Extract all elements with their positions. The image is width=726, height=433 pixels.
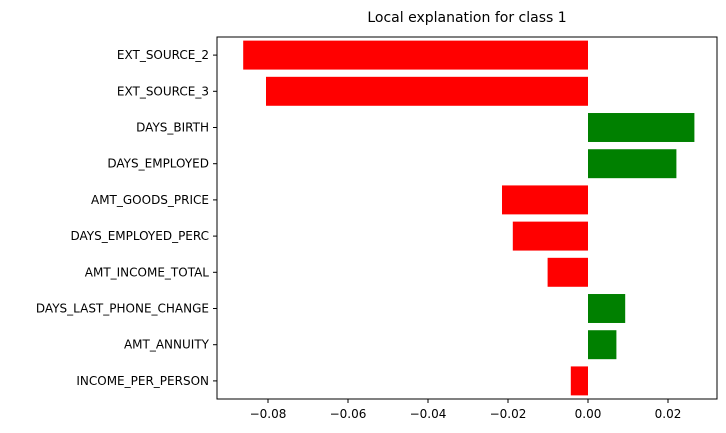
x-tick-label: −0.04	[410, 407, 447, 421]
x-tick-label: −0.08	[250, 407, 287, 421]
y-tick-label: EXT_SOURCE_3	[117, 84, 209, 98]
x-tick-label: −0.02	[490, 407, 527, 421]
bar-income-per-person	[570, 366, 588, 396]
bar-days-employed-perc	[512, 221, 588, 251]
y-tick-label: EXT_SOURCE_2	[117, 48, 209, 62]
y-tick-label: DAYS_BIRTH	[136, 121, 209, 135]
y-tick-label: DAYS_EMPLOYED_PERC	[70, 229, 209, 243]
x-axis: −0.08 −0.06 −0.04 −0.02 0.00 0.02	[250, 399, 682, 421]
bars-group	[243, 40, 695, 396]
y-tick-label: AMT_ANNUITY	[124, 338, 210, 352]
bar-days-birth	[588, 113, 695, 142]
y-axis: EXT_SOURCE_2 EXT_SOURCE_3 DAYS_BIRTH DAYS_E…	[36, 48, 217, 388]
chart-title: Local explanation for class 1	[367, 10, 566, 26]
y-tick-label: INCOME_PER_PERSON	[76, 374, 209, 388]
bar-days-employed	[588, 149, 677, 179]
x-tick-label: 0.00	[575, 407, 602, 421]
bar-amt-goods-price	[502, 185, 588, 215]
y-tick-label: DAYS_LAST_PHONE_CHANGE	[36, 302, 209, 316]
y-tick-label: AMT_GOODS_PRICE	[91, 193, 209, 207]
plot-frame	[216, 36, 718, 400]
x-tick-label: −0.06	[330, 407, 367, 421]
y-tick-label: DAYS_EMPLOYED	[107, 157, 209, 171]
y-tick-label: AMT_INCOME_TOTAL	[85, 265, 210, 279]
bar-amt-annuity	[588, 330, 617, 360]
bar-amt-income-total	[547, 257, 588, 287]
bar-days-last-phone-change	[588, 294, 626, 323]
bar-ext-source-3	[266, 76, 588, 106]
bar-ext-source-2	[243, 40, 588, 70]
x-tick-label: 0.02	[655, 407, 682, 421]
